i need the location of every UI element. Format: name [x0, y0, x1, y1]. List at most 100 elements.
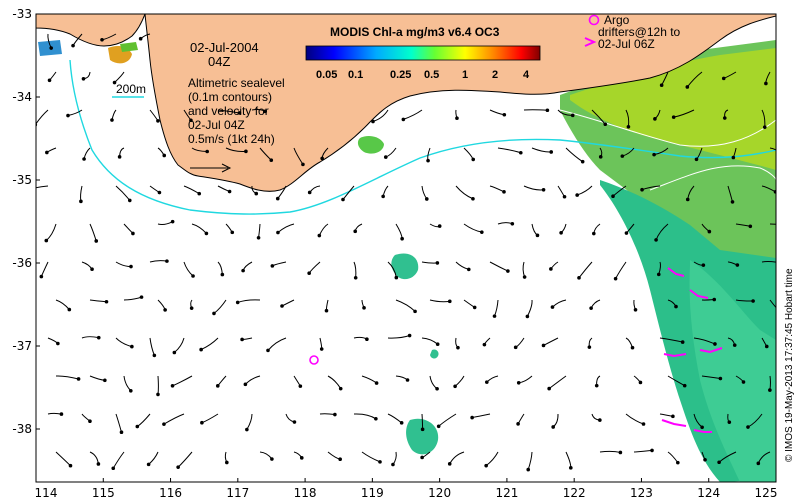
velocity-arrow-head [671, 115, 676, 119]
argo-line-2: drifters@12h to [598, 25, 681, 39]
altimetry-line-5: 0.5m/s (1kt 24h) [188, 132, 275, 146]
velocity-arrow [523, 109, 548, 111]
velocity-arrow-head [700, 425, 704, 430]
velocity-arrow [55, 375, 79, 380]
velocity-arrow-head [227, 189, 232, 194]
velocity-arrow-head [280, 304, 284, 308]
sealevel-contour-2 [649, 165, 776, 191]
velocity-arrow-head [49, 46, 53, 50]
velocity-arrow-head [353, 275, 358, 280]
velocity-arrow-head [603, 122, 608, 127]
velocity-arrow-head [764, 81, 768, 86]
velocity-arrow-head [131, 231, 135, 236]
velocity-arrow-head [541, 343, 546, 348]
velocity-arrow-head [613, 276, 618, 281]
velocity-arrow-head [549, 267, 553, 271]
velocity-arrow-head [237, 111, 242, 115]
velocity-arrow-head [317, 233, 322, 238]
velocity-arrow-head [170, 384, 175, 388]
velocity-arrow-head [301, 162, 305, 167]
velocity-arrow-head [299, 456, 304, 460]
velocity-arrow [293, 147, 304, 165]
colorbar-gradient [305, 45, 541, 61]
velocity-arrow-head [405, 378, 410, 382]
velocity-arrow-head [139, 295, 144, 299]
velocity-arrow-head [96, 335, 101, 340]
velocity-arrow-head [47, 78, 52, 83]
velocity-arrow-head [191, 274, 195, 278]
velocity-arrow-head [241, 268, 245, 273]
velocity-arrow-head [413, 309, 417, 314]
velocity-arrow-head [703, 457, 707, 462]
velocity-arrow-head [580, 159, 585, 164]
velocity-arrow-head [611, 194, 615, 199]
velocity-arrow-head [641, 422, 646, 426]
velocity-arrow [526, 299, 533, 317]
velocity-arrow-head [44, 238, 49, 243]
velocity-arrow-head [270, 264, 275, 268]
australia-landmass [144, 14, 776, 192]
velocity-arrow-head [68, 463, 73, 468]
velocity-arrow-head [453, 384, 457, 389]
velocity-arrow-head [654, 238, 658, 242]
velocity-arrow-head [205, 149, 209, 154]
x-tick-label: 115 [92, 486, 115, 500]
velocity-arrow-head [471, 196, 475, 201]
velocity-arrow-head [407, 333, 412, 338]
velocity-arrow-head [117, 155, 122, 159]
velocity-arrow-head [731, 155, 736, 160]
velocity-arrow-head [790, 223, 794, 227]
velocity-arrow-head [674, 304, 678, 309]
velocity-arrow-head [353, 229, 358, 234]
velocity-arrow-head [176, 465, 180, 469]
argo-line-3: 02-Jul 06Z [598, 37, 655, 51]
velocity-arrow-head [718, 376, 723, 381]
velocity-arrow [342, 185, 355, 200]
colorbar: MODIS Chl-a mg/m3 v6.4 OC3 0.05 0.1 0.25… [305, 25, 541, 81]
colorbar-tick-5: 2 [492, 69, 498, 81]
velocity-arrow-head [722, 116, 727, 120]
velocity-arrow-head [685, 85, 690, 89]
velocity-arrow-head [653, 117, 657, 121]
velocity-arrow-head [204, 231, 209, 236]
velocity-arrow-head [319, 347, 324, 351]
x-tick-label: 116 [159, 486, 182, 500]
x-tick-label: 121 [495, 486, 518, 500]
argo-legend-marker-icon [588, 14, 600, 26]
velocity-arrow-head [492, 314, 497, 318]
colorbar-tick-6: 4 [523, 69, 530, 81]
velocity-arrow-head [307, 190, 312, 195]
velocity-arrow-head [200, 420, 204, 425]
velocity-arrow-head [420, 427, 425, 432]
velocity-arrow-head [371, 119, 375, 124]
velocity-arrow [81, 336, 99, 339]
velocity-arrow-head [420, 455, 424, 460]
sealevel-contour-1 [559, 109, 776, 147]
velocity-arrow [183, 185, 200, 195]
velocity-arrow [421, 413, 424, 430]
velocity-arrow-head [551, 425, 555, 429]
velocity-arrow-head [172, 350, 177, 355]
argo-drifter-tracks [661, 267, 723, 433]
velocity-arrow-head [516, 380, 521, 385]
velocity-arrow-head [638, 380, 643, 385]
velocity-arrow-head [783, 154, 787, 158]
velocity-arrow-head [513, 345, 518, 350]
velocity-arrow-head [401, 117, 406, 122]
velocity-arrow-head [362, 306, 366, 310]
x-tick-label: 125 [755, 486, 778, 500]
velocity-arrow-head [680, 340, 685, 344]
velocity-arrow-head [162, 422, 166, 426]
x-tick-label: 117 [226, 486, 249, 500]
velocity-arrow-head [510, 221, 515, 226]
velocity-arrow-head [130, 344, 134, 349]
velocity-arrow-head [29, 187, 33, 191]
velocity-arrow [686, 71, 703, 88]
velocity-arrow-head [630, 345, 635, 350]
velocity-arrow-head [466, 267, 471, 272]
x-tick-label: 118 [294, 486, 317, 500]
western-australia-coast [36, 14, 146, 47]
velocity-arrow-head [435, 387, 439, 391]
velocity-arrow-head [471, 157, 476, 162]
argo-legend: Argo drifters@12h to 02-Jul 06Z [584, 13, 681, 51]
